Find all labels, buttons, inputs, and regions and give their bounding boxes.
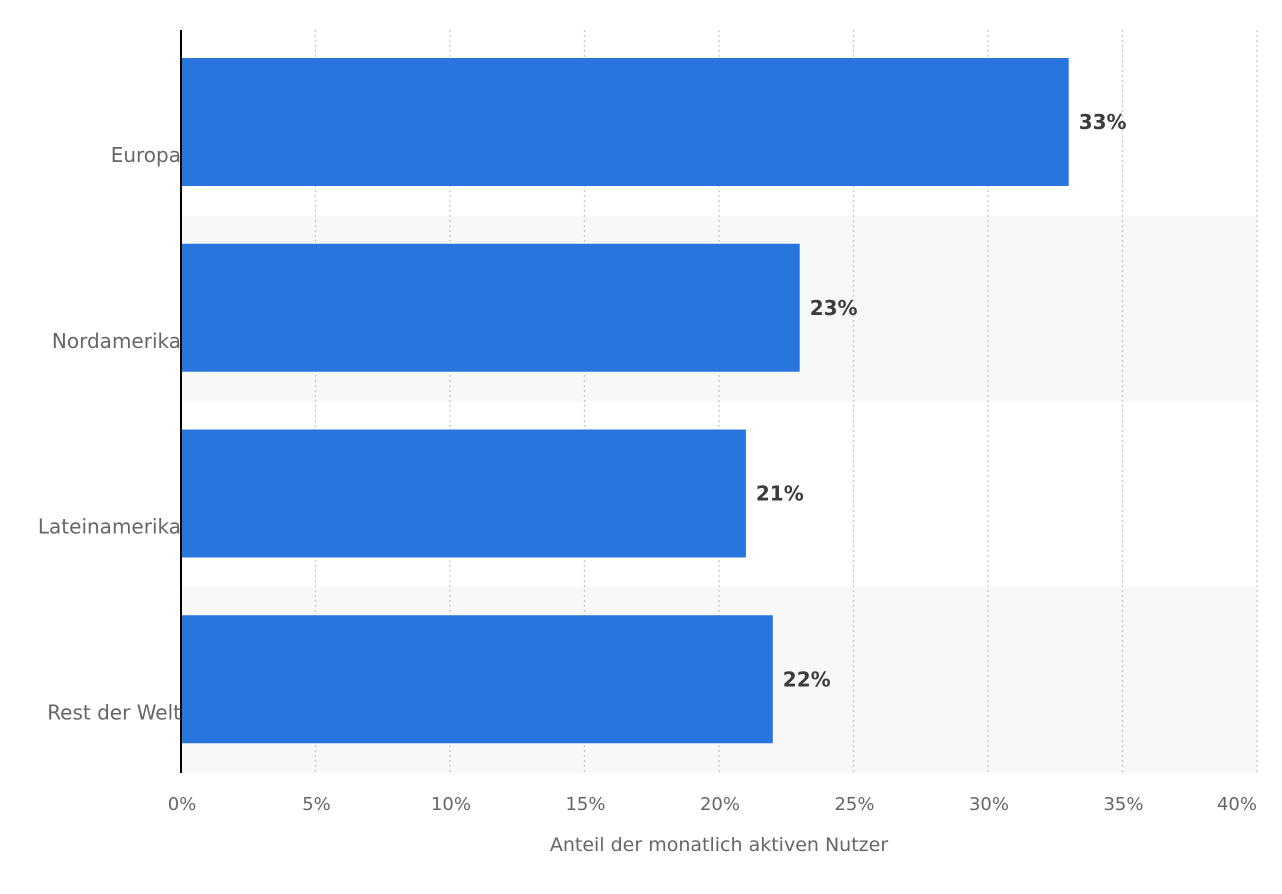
x-tick-label: 0% xyxy=(168,794,197,815)
bar-nordamerika xyxy=(181,243,800,372)
data-label: 23% xyxy=(810,296,858,320)
data-label: 33% xyxy=(1079,110,1127,134)
x-tick-label: 20% xyxy=(700,794,740,815)
x-tick-label: 25% xyxy=(834,794,874,815)
category-label: Rest der Welt xyxy=(47,700,181,724)
bar-lateinamerika xyxy=(181,429,746,558)
category-label: Europa xyxy=(111,143,181,167)
x-tick-labels: 0% 5% 10% 15% 20% 25% 30% 35% 40% xyxy=(168,794,1257,815)
data-labels: 33% 23% 21% 22% xyxy=(756,110,1127,691)
x-tick-label: 5% xyxy=(302,794,331,815)
category-labels: Europa Nordamerika Lateinamerika Rest der W… xyxy=(38,143,181,724)
category-label: Lateinamerika xyxy=(38,515,181,539)
x-tick-label: 35% xyxy=(1103,794,1143,815)
x-axis-title: Anteil der monatlich aktiven Nutzer xyxy=(550,834,888,856)
gridlines xyxy=(314,30,1258,773)
data-label: 21% xyxy=(756,482,804,506)
x-tick-label: 40% xyxy=(1217,794,1257,815)
x-tick-label: 10% xyxy=(431,794,471,815)
x-tick-label: 15% xyxy=(565,794,605,815)
category-label: Nordamerika xyxy=(52,329,181,353)
bar-rest-der-welt xyxy=(181,615,773,744)
bar-europa xyxy=(181,58,1069,186)
data-label: 22% xyxy=(783,667,831,691)
bars xyxy=(181,58,1069,744)
x-tick-label: 30% xyxy=(969,794,1009,815)
